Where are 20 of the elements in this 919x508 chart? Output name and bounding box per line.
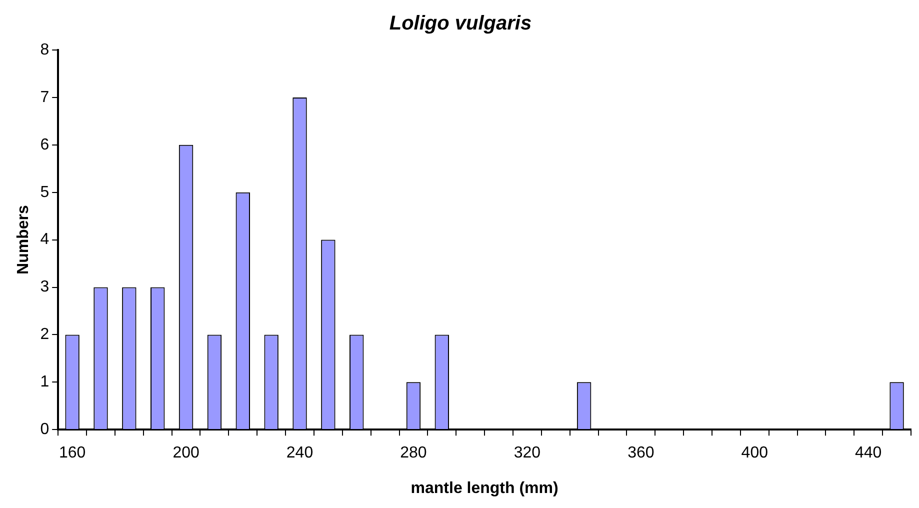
x-tick-label: 440 [855, 444, 882, 462]
x-tick-label: 360 [628, 444, 654, 462]
y-tick-label: 4 [40, 231, 50, 248]
x-tick-label: 240 [286, 444, 314, 462]
y-tick-label: 7 [40, 88, 50, 106]
x-tick-label: 280 [400, 444, 427, 462]
x-tick-label: 200 [172, 444, 200, 462]
y-tick-label: 1 [40, 374, 50, 391]
y-tick-label: 6 [40, 136, 50, 154]
x-tick-label: 400 [741, 444, 768, 462]
x-tick-label: 320 [514, 444, 541, 462]
y-tick-label: 8 [40, 41, 50, 58]
x-axis-title: mantle length (mm) [410, 480, 558, 497]
y-tick-label: 2 [40, 326, 50, 344]
x-tick-label: 160 [58, 444, 86, 462]
y-tick-label: 5 [40, 184, 50, 201]
y-tick-label: 0 [40, 421, 50, 438]
y-axis-title: Numbers [15, 205, 32, 274]
chart-title: Loligo vulgaris [389, 12, 532, 35]
y-tick-label: 3 [40, 278, 50, 296]
